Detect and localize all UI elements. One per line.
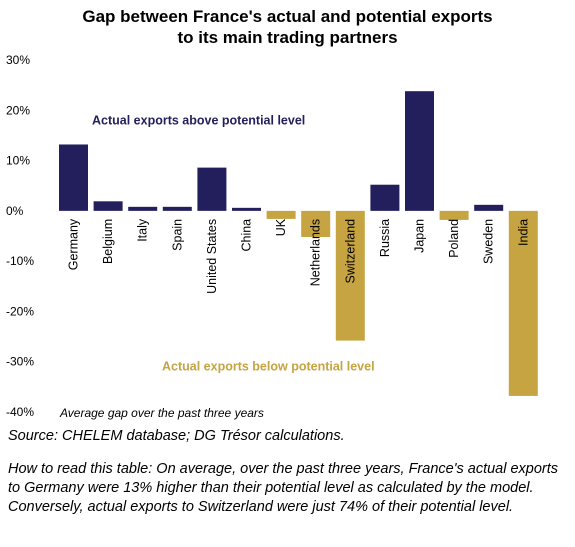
y-tick-label: -40% [6, 405, 34, 419]
category-label: Spain [170, 219, 184, 251]
bar [405, 91, 434, 211]
y-tick-label: -20% [6, 304, 34, 318]
category-label: Switzerland [343, 219, 357, 284]
y-tick-label: 0% [6, 204, 24, 218]
source-note: Source: CHELEM database; DG Trésor calcu… [8, 428, 345, 444]
chart-title: Gap between France's actual and potentia… [0, 6, 575, 48]
y-tick-label: 20% [6, 103, 30, 117]
y-tick-label: -30% [6, 355, 34, 369]
category-label: Netherlands [309, 219, 323, 286]
chart-title-line-1: Gap between France's actual and potentia… [82, 7, 493, 26]
period-note: Average gap over the past three years [60, 406, 264, 420]
category-label: Italy [136, 218, 150, 242]
category-label: Poland [447, 219, 461, 258]
y-tick-label: 30% [6, 53, 30, 67]
bar [59, 144, 88, 211]
how-to-read-note: How to read this table: On average, over… [8, 461, 559, 515]
category-label: Sweden [482, 219, 496, 264]
category-label: Germany [67, 218, 81, 270]
category-label: China [240, 219, 254, 252]
category-label: United States [205, 219, 219, 294]
annotation-below: Actual exports below potential level [162, 360, 375, 374]
category-label: Belgium [101, 219, 115, 264]
bar [301, 210, 331, 238]
annotation-above: Actual exports above potential level [92, 113, 305, 127]
category-label: India [516, 219, 530, 246]
y-tick-label: 10% [6, 154, 30, 168]
bar [439, 210, 469, 220]
bar [508, 210, 538, 396]
chart-title-line-2: to its main trading partners [177, 28, 398, 47]
category-label: UK [274, 218, 288, 236]
category-label: Russia [378, 219, 392, 257]
bar [93, 201, 123, 211]
bar [197, 167, 227, 211]
bar [232, 207, 261, 211]
category-label: Japan [413, 219, 427, 253]
bar [335, 210, 365, 341]
bar [128, 206, 158, 211]
bar [474, 204, 504, 211]
bar-chart: -40% -30% -20% -10% 0% 10% 20% 30% Germany Belgiu… [6, 53, 538, 419]
y-tick-label: -10% [6, 254, 34, 268]
bar [266, 210, 296, 219]
bar [162, 206, 192, 211]
bar [370, 184, 400, 211]
